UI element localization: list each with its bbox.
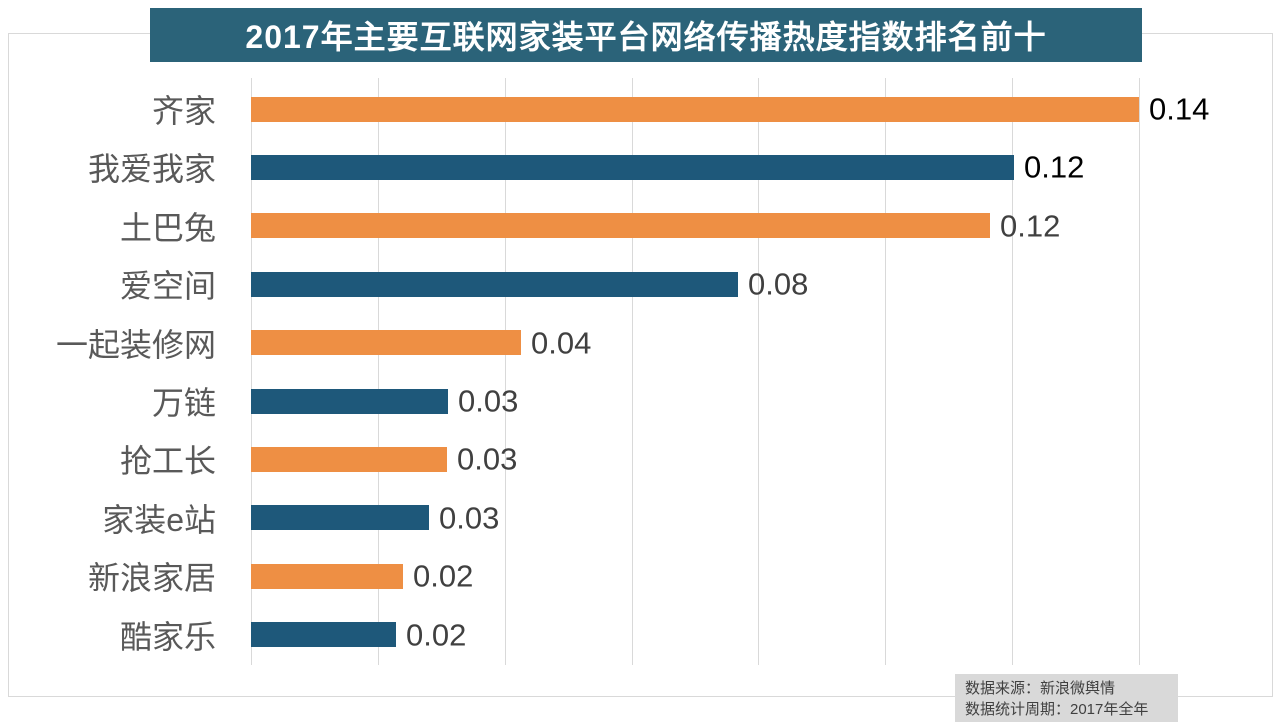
gridline <box>378 78 379 665</box>
category-label: 齐家 <box>151 93 216 129</box>
bar <box>251 505 429 530</box>
gridline <box>758 78 759 665</box>
category-label: 我爱我家 <box>87 151 216 188</box>
category-label: 一起装修网 <box>55 326 216 363</box>
category-label: 家装e站 <box>102 501 216 538</box>
category-label: 新浪家居 <box>87 560 216 597</box>
bar <box>251 622 396 647</box>
category-label: 爱空间 <box>119 268 216 305</box>
source-line: 数据来源：新浪微舆情 <box>965 680 1116 697</box>
bar <box>251 564 403 589</box>
gridline <box>1139 78 1140 665</box>
category-label: 抢工长 <box>119 443 216 480</box>
value-label: 0.04 <box>531 325 592 361</box>
bar <box>251 447 447 472</box>
value-label: 0.14 <box>1149 91 1210 127</box>
category-label: 万链 <box>151 385 216 421</box>
period-line: 数据统计周期：2017年全年 <box>965 701 1149 718</box>
source-note: 数据来源：新浪微舆情 数据统计周期：2017年全年 <box>955 674 1178 722</box>
value-label: 0.03 <box>439 500 500 536</box>
gridline <box>251 78 252 665</box>
gridline <box>1012 78 1013 665</box>
value-label: 0.02 <box>413 558 474 594</box>
chart-title: 2017年主要互联网家装平台网络传播热度指数排名前十 <box>150 8 1142 62</box>
value-label: 0.03 <box>458 383 519 419</box>
category-label: 酷家乐 <box>119 618 216 655</box>
plot-border <box>8 33 1273 697</box>
gridline <box>885 78 886 665</box>
gridline <box>505 78 506 665</box>
bar <box>251 213 990 238</box>
value-label: 0.12 <box>1024 149 1085 185</box>
bar <box>251 97 1139 122</box>
value-label: 0.03 <box>457 441 518 477</box>
gridline <box>632 78 633 665</box>
bar <box>251 272 738 297</box>
value-label: 0.12 <box>1000 208 1061 244</box>
bar <box>251 155 1014 180</box>
bar <box>251 389 448 414</box>
category-label: 土巴兔 <box>119 209 216 246</box>
bar <box>251 330 521 355</box>
value-label: 0.08 <box>748 266 809 302</box>
value-label: 0.02 <box>406 617 467 653</box>
